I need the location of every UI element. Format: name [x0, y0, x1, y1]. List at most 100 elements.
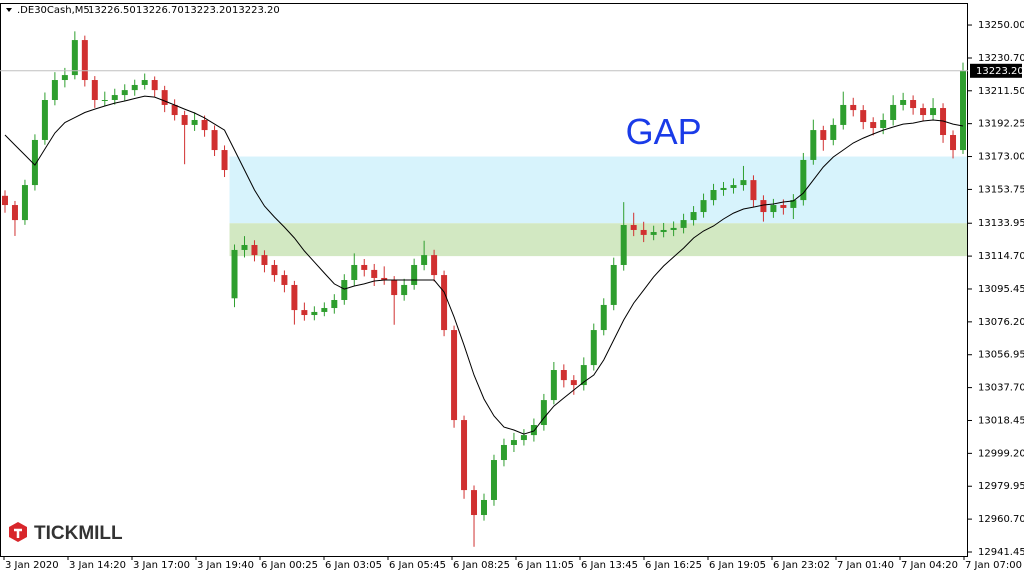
y-tick-label: 12960.70 — [978, 514, 1024, 525]
candle-body — [510, 440, 517, 445]
y-tick-label: 13095.45 — [978, 284, 1024, 295]
y-tick-label: 13250.00 — [978, 20, 1024, 31]
candle-body — [171, 104, 178, 116]
annotation: GAP — [626, 111, 702, 152]
last-price-label: 13223.20 — [976, 66, 1024, 77]
x-tick-label: 7 Jan 04:20 — [901, 560, 958, 571]
candle-body — [351, 264, 358, 281]
candle-body — [231, 249, 238, 299]
candle-body — [720, 187, 727, 191]
candle-body — [870, 122, 877, 129]
last-price-tag — [970, 63, 1022, 78]
candle-body — [910, 100, 917, 109]
candle-body — [660, 229, 667, 233]
candle-body — [321, 308, 328, 312]
candle-body — [71, 40, 78, 76]
price-zone — [229, 156, 969, 224]
candle-body — [710, 190, 717, 201]
x-tick-label: 6 Jan 08:25 — [453, 560, 510, 571]
x-tick-label: 6 Jan 00:25 — [261, 560, 318, 571]
header-close: 13223.20 — [232, 5, 280, 16]
candle-body — [61, 75, 68, 81]
candle-body — [520, 435, 527, 441]
candle-body — [810, 130, 817, 160]
candle-body — [690, 212, 697, 221]
menu-arrow[interactable] — [6, 8, 12, 12]
candles — [1, 31, 967, 547]
candle-body — [760, 200, 767, 213]
candle-body — [181, 115, 188, 125]
candle-body — [730, 185, 737, 188]
candle-body — [630, 225, 637, 230]
candle-body — [51, 80, 58, 101]
y-tick-label: 13114.70 — [978, 251, 1024, 262]
candle-body — [331, 299, 338, 309]
candle-body — [311, 311, 318, 316]
y-tick-label: 13133.95 — [978, 218, 1024, 229]
candle-body — [221, 150, 228, 171]
candle-body — [21, 185, 28, 221]
candle-body — [920, 108, 927, 116]
candle-body — [211, 130, 218, 151]
y-tick-label: 13056.95 — [978, 350, 1024, 361]
candle-body — [750, 180, 757, 201]
candle-body — [930, 108, 937, 116]
candle-body — [790, 200, 797, 208]
candle-body — [251, 245, 258, 256]
plot-frame — [0, 3, 968, 557]
candle-body — [361, 264, 368, 270]
symbol: .DE30Cash,M5 — [17, 5, 90, 16]
x-tick-label: 3 Jan 17:00 — [133, 560, 190, 571]
candle-body — [890, 104, 897, 120]
candle-body — [950, 135, 957, 151]
candle-body — [41, 100, 48, 140]
candle-body — [820, 130, 827, 140]
moving-average — [4, 95, 964, 435]
candle-body — [141, 80, 148, 85]
candle-body — [780, 205, 787, 208]
candle-body — [840, 104, 847, 125]
candle-body — [500, 444, 507, 461]
x-tick-label: 6 Jan 05:45 — [389, 560, 446, 571]
price-zone — [229, 223, 969, 257]
y-tick-label: 13192.25 — [978, 119, 1024, 130]
candle-body — [580, 365, 587, 386]
candle-body — [241, 245, 248, 250]
candle-body — [960, 70, 967, 151]
candle-body — [800, 159, 807, 201]
x-tick-label: 6 Jan 16:25 — [645, 560, 702, 571]
candle-body — [31, 139, 38, 186]
candle-body — [411, 264, 418, 285]
candle-body — [421, 255, 428, 265]
candle-body — [530, 425, 537, 436]
candle-body — [291, 284, 298, 311]
candle-body — [650, 232, 657, 235]
candle-body — [481, 499, 487, 516]
candle-body — [431, 255, 438, 276]
candle-body — [850, 104, 857, 111]
candle-body — [381, 277, 388, 281]
candle-body — [471, 490, 478, 516]
x-tick-label: 6 Jan 19:05 — [709, 560, 766, 571]
candle-body — [401, 284, 408, 296]
candle-body — [341, 280, 348, 300]
candle-body — [600, 304, 607, 331]
candle-body — [540, 400, 547, 426]
candle-body — [201, 119, 208, 131]
header-low: 13223.20 — [184, 5, 232, 16]
candle-body — [261, 255, 268, 265]
y-tick-label: 13211.50 — [978, 86, 1024, 97]
x-tick-label: 6 Jan 13:45 — [581, 560, 638, 571]
logo: TICKMILL — [9, 522, 123, 544]
candle-body — [880, 119, 887, 129]
x-tick-label: 3 Jan 19:40 — [197, 560, 254, 571]
logo-mark — [14, 528, 22, 538]
candle-body — [161, 90, 168, 105]
y-tick-label: 12979.95 — [978, 481, 1024, 492]
y-tick-label: 12941.45 — [978, 547, 1024, 558]
candle-body — [11, 205, 18, 221]
header-high: 13226.70 — [136, 5, 184, 16]
candle-body — [101, 100, 108, 102]
candle-body — [191, 119, 198, 125]
y-tick-label: 13230.70 — [978, 53, 1024, 64]
